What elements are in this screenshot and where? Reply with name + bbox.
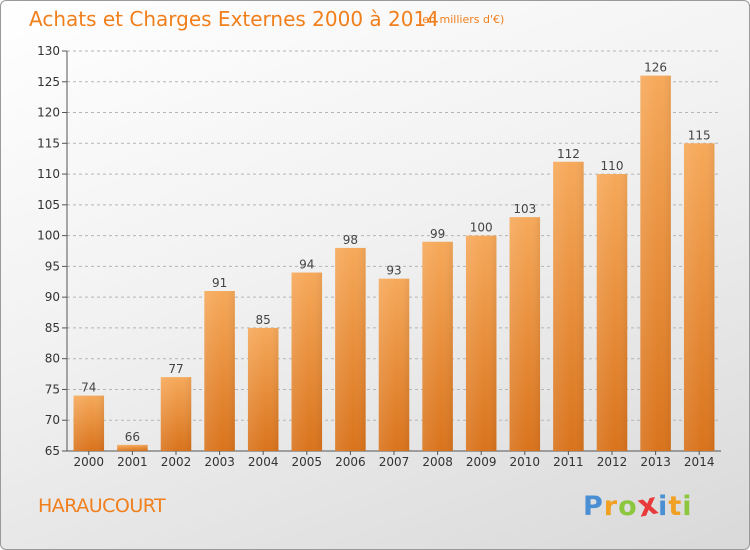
y-tick-label: 90 [45, 290, 60, 304]
x-tick-label: 2005 [292, 455, 323, 469]
bar-shine [160, 377, 192, 451]
bar-shine [465, 235, 497, 451]
logo-letter: o [618, 491, 638, 522]
y-tick-label: 105 [37, 198, 60, 212]
y-tick-label: 85 [45, 321, 60, 335]
bar-value-label: 103 [513, 202, 536, 216]
bar-shine [117, 444, 148, 451]
bar-shine [596, 174, 628, 452]
y-tick-label: 125 [37, 75, 60, 89]
bar-shine [422, 241, 453, 451]
y-tick-label: 100 [37, 229, 60, 243]
bar-shine [683, 143, 715, 452]
city-name: HARAUCOURT [38, 495, 166, 517]
chart-title: Achats et Charges Externes 2000 à 2014 [29, 7, 439, 31]
proxiti-logo: Proxiti [583, 486, 693, 524]
y-tick-label: 120 [37, 106, 60, 120]
bar-value-label: 74 [81, 381, 96, 395]
x-tick-label: 2002 [161, 455, 192, 469]
bar-value-label: 99 [430, 227, 445, 241]
x-tick-label: 2013 [640, 455, 671, 469]
y-tick-label: 110 [37, 167, 60, 181]
y-tick-label: 65 [45, 444, 60, 458]
y-tick-label: 75 [45, 382, 60, 396]
bar-value-label: 85 [256, 313, 271, 327]
y-tick-label: 70 [45, 413, 60, 427]
bar-value-label: 98 [343, 233, 358, 247]
bar-shine [640, 75, 671, 451]
x-tick-label: 2003 [204, 455, 235, 469]
bar-value-label: 91 [212, 276, 227, 290]
y-tick-label: 95 [45, 259, 60, 273]
x-tick-label: 2011 [553, 455, 584, 469]
labels: 74 2000 66 2001 77 2002 91 2003 85 2004 94 2005 98 20… [74, 61, 715, 469]
x-tick-label: 2000 [74, 455, 105, 469]
x-tick-label: 2007 [379, 455, 410, 469]
bar-shine [247, 327, 279, 451]
x-tick-label: 2014 [684, 455, 715, 469]
bar-value-label: 93 [386, 264, 401, 278]
logo-letter: r [603, 491, 619, 522]
logo-letter: i [682, 491, 693, 522]
bar-value-label: 94 [299, 258, 314, 272]
y-tick-label: 130 [37, 44, 60, 58]
logo-letter: P [583, 491, 604, 522]
x-tick-label: 2006 [335, 455, 366, 469]
bar-shine [73, 395, 105, 451]
x-tick-label: 2008 [422, 455, 453, 469]
logo-letter: i [658, 491, 669, 522]
chart-subtitle: (en milliers d'€) [418, 13, 505, 26]
bar-shine [553, 161, 584, 451]
bar-value-label: 77 [168, 362, 183, 376]
bar-value-label: 112 [557, 147, 580, 161]
x-tick-label: 2010 [510, 455, 541, 469]
x-tick-label: 2001 [117, 455, 148, 469]
bar-value-label: 100 [470, 221, 493, 235]
bar-shine [335, 247, 366, 451]
bar-shine [378, 278, 410, 451]
y-tick-label: 115 [37, 136, 60, 150]
y-tick-label: 80 [45, 352, 60, 366]
x-tick-label: 2009 [466, 455, 497, 469]
x-tick-label: 2012 [597, 455, 628, 469]
bar-shine [291, 272, 323, 451]
bar-value-label: 110 [601, 159, 624, 173]
bar-shine [509, 217, 541, 451]
bar-shine [204, 291, 235, 451]
bars [73, 75, 715, 452]
bar-value-label: 115 [688, 128, 711, 142]
logo-letter: t [668, 491, 683, 522]
x-tick-label: 2004 [248, 455, 279, 469]
bar-value-label: 66 [125, 430, 140, 444]
bar-value-label: 126 [644, 61, 667, 75]
